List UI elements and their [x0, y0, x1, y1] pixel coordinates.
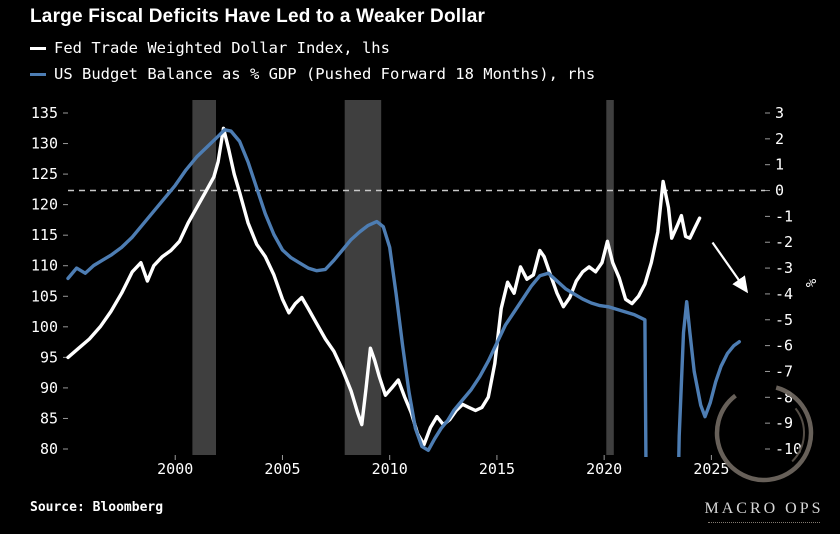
white-line-swatch-icon	[30, 46, 46, 50]
svg-text:135: 135	[31, 104, 58, 122]
chart-title: Large Fiscal Deficits Have Led to a Weak…	[30, 6, 486, 27]
svg-text:2025: 2025	[693, 460, 729, 478]
svg-text:-1: -1	[775, 207, 793, 225]
svg-text:-10: -10	[775, 440, 802, 458]
svg-text:-6: -6	[775, 337, 793, 355]
blue-line-swatch-icon	[30, 72, 46, 76]
svg-text:120: 120	[31, 196, 58, 214]
svg-text:85: 85	[40, 409, 58, 427]
svg-text:-4: -4	[775, 285, 793, 303]
svg-text:2005: 2005	[264, 460, 300, 478]
svg-text:80: 80	[40, 440, 58, 458]
svg-text:-9: -9	[775, 414, 793, 432]
svg-text:3: 3	[775, 104, 784, 122]
svg-text:110: 110	[31, 257, 58, 275]
svg-text:-7: -7	[775, 362, 793, 380]
svg-text:0: 0	[775, 182, 784, 200]
svg-text:-8: -8	[775, 388, 793, 406]
legend-label-dollar-index: Fed Trade Weighted Dollar Index, lhs	[54, 39, 390, 57]
legend-item-budget-balance: US Budget Balance as % GDP (Pushed Forwa…	[30, 61, 595, 87]
svg-text:130: 130	[31, 135, 58, 153]
svg-text:-2: -2	[775, 233, 793, 251]
legend: Fed Trade Weighted Dollar Index, lhs US …	[30, 35, 595, 87]
svg-text:115: 115	[31, 226, 58, 244]
svg-text:-3: -3	[775, 259, 793, 277]
svg-text:90: 90	[40, 379, 58, 397]
svg-text:2000: 2000	[157, 460, 193, 478]
legend-item-dollar-index: Fed Trade Weighted Dollar Index, lhs	[30, 35, 595, 61]
svg-text:2: 2	[775, 130, 784, 148]
svg-text:%: %	[802, 279, 818, 288]
legend-label-budget-balance: US Budget Balance as % GDP (Pushed Forwa…	[54, 65, 596, 83]
svg-text:1: 1	[775, 156, 784, 174]
svg-text:95: 95	[40, 348, 58, 366]
svg-text:2015: 2015	[479, 460, 515, 478]
svg-text:125: 125	[31, 165, 58, 183]
svg-text:2010: 2010	[372, 460, 408, 478]
svg-text:-5: -5	[775, 311, 793, 329]
svg-text:105: 105	[31, 287, 58, 305]
svg-text:100: 100	[31, 318, 58, 336]
svg-text:2020: 2020	[586, 460, 622, 478]
source-attribution: Source: Bloomberg	[30, 500, 164, 515]
